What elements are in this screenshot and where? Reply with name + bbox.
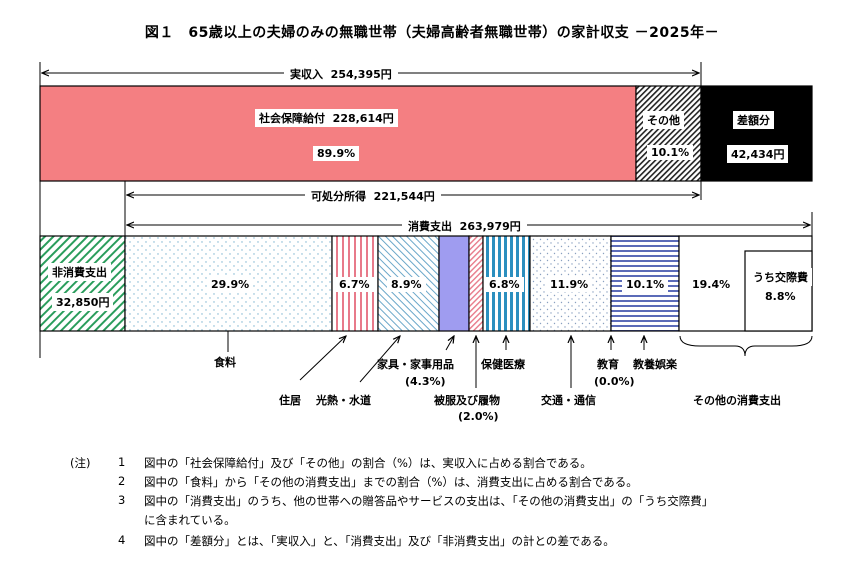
note-2-text: 図中の「食料」から「その他の消費支出」までの割合（%）は、消費支出に占める割合で… — [144, 475, 638, 489]
other-consumption-pct: 19.4% — [688, 277, 735, 292]
bar-income-other — [635, 85, 702, 182]
clothing-label: 被服及び履物 — [434, 394, 500, 407]
actual-income-label: 実収入 254,395円 — [284, 66, 398, 82]
transport-label: 交通・通信 — [541, 394, 596, 407]
note-3-num: 3 — [118, 493, 126, 507]
note-4-num: 4 — [118, 533, 126, 547]
bar-furniture — [438, 235, 470, 332]
other-consumption-label: その他の消費支出 — [693, 394, 781, 407]
education-label: 教育 — [597, 358, 619, 371]
social-security-pct: 89.9% — [313, 146, 360, 161]
nonconsumption-label: 非消費支出 — [48, 263, 111, 281]
disposable-income-label: 可処分所得 221,544円 — [305, 188, 441, 204]
note-4-text: 図中の「差額分」とは、「実収入」と、「消費支出」及び「非消費支出」の計との差であ… — [144, 534, 615, 548]
nonconsumption-value: 32,850円 — [52, 293, 114, 311]
consumption-label: 消費支出 263,979円 — [402, 218, 527, 234]
bar-social-security — [39, 85, 637, 182]
bar-clothing — [468, 235, 484, 332]
chart-title: 図１ 65歳以上の夫婦のみの無職世帯（夫婦高齢者無職世帯）の家計収支 －2025… — [144, 25, 720, 41]
note-1-num: 1 — [118, 455, 126, 469]
clothing-pct: (2.0%) — [458, 410, 499, 423]
notes-marker: (注) — [70, 456, 91, 470]
housing-pct: 6.7% — [335, 277, 374, 292]
bar-nonconsumption — [39, 235, 126, 332]
social-security-label: 社会保障給付 228,614円 — [255, 109, 398, 127]
note-3-cont: に含まれている。 — [144, 513, 236, 527]
bar-surplus — [700, 85, 813, 182]
education-pct: (0.0%) — [594, 375, 635, 388]
brace-other-consumption — [679, 335, 813, 357]
surplus-value: 42,434円 — [727, 145, 789, 163]
transport-pct: 11.9% — [546, 277, 593, 292]
note-1-text: 図中の「社会保障給付」及び「その他」の割合（%）は、実収入に占める割合である。 — [144, 456, 592, 470]
furniture-pct: (4.3%) — [405, 375, 446, 388]
food-label: 食料 — [214, 356, 236, 369]
income-other-pct: 10.1% — [647, 145, 694, 160]
utilities-label: 光熱・水道 — [316, 394, 371, 407]
note-3-text: 図中の「消費支出」のうち、他の世帯への贈答品やサービスの支出は、「その他の消費支… — [144, 494, 714, 508]
culture-label: 教養娯楽 — [633, 358, 677, 371]
health-label: 保健医療 — [481, 358, 525, 371]
entertainment-sub-label: うち交際費 — [749, 268, 812, 286]
utilities-pct: 8.9% — [387, 277, 426, 292]
surplus-label: 差額分 — [733, 111, 774, 129]
furniture-label: 家具・家事用品 — [377, 358, 454, 371]
entertainment-sub-pct: 8.8% — [761, 289, 800, 304]
culture-pct: 10.1% — [622, 277, 669, 292]
housing-label: 住居 — [279, 394, 301, 407]
health-pct: 6.8% — [485, 277, 524, 292]
note-2-num: 2 — [118, 474, 126, 488]
food-pct: 29.9% — [207, 277, 254, 292]
income-other-label: その他 — [643, 111, 684, 129]
